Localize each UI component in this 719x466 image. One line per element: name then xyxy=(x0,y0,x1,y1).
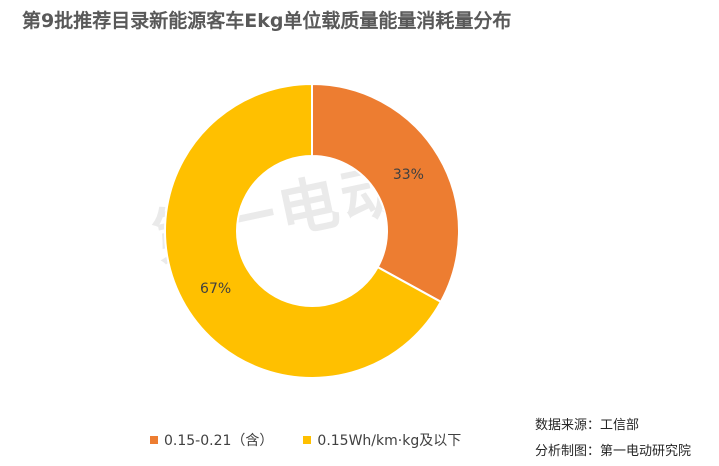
donut-slice-1 xyxy=(164,82,443,379)
donut-slice-0 xyxy=(311,82,460,304)
chart-title: 第9批推荐目录新能源客车Ekg单位载质量能量消耗量分布 xyxy=(22,10,512,32)
legend-swatch-yellow xyxy=(303,436,312,444)
legend-label-orange: 0.15-0.21（含） xyxy=(164,433,274,449)
slice-data-label-0: 33% xyxy=(393,167,424,183)
legend-item-orange: 0.15-0.21（含） xyxy=(150,430,273,450)
data-source-line: 数据来源：工信部 xyxy=(535,418,640,433)
slice-data-label-1: 67% xyxy=(200,281,231,297)
source-note: 数据来源：工信部 分析制图：第一电动研究院 xyxy=(535,413,691,465)
analysis-source-line: 分析制图：第一电动研究院 xyxy=(535,444,692,459)
chart-legend: 0.15-0.21（含） 0.15Wh/km·kg及以下 xyxy=(150,430,461,450)
legend-swatch-orange xyxy=(150,436,158,444)
legend-item-yellow: 0.15Wh/km·kg及以下 xyxy=(303,430,461,450)
legend-label-yellow: 0.15Wh/km·kg及以下 xyxy=(317,433,462,449)
